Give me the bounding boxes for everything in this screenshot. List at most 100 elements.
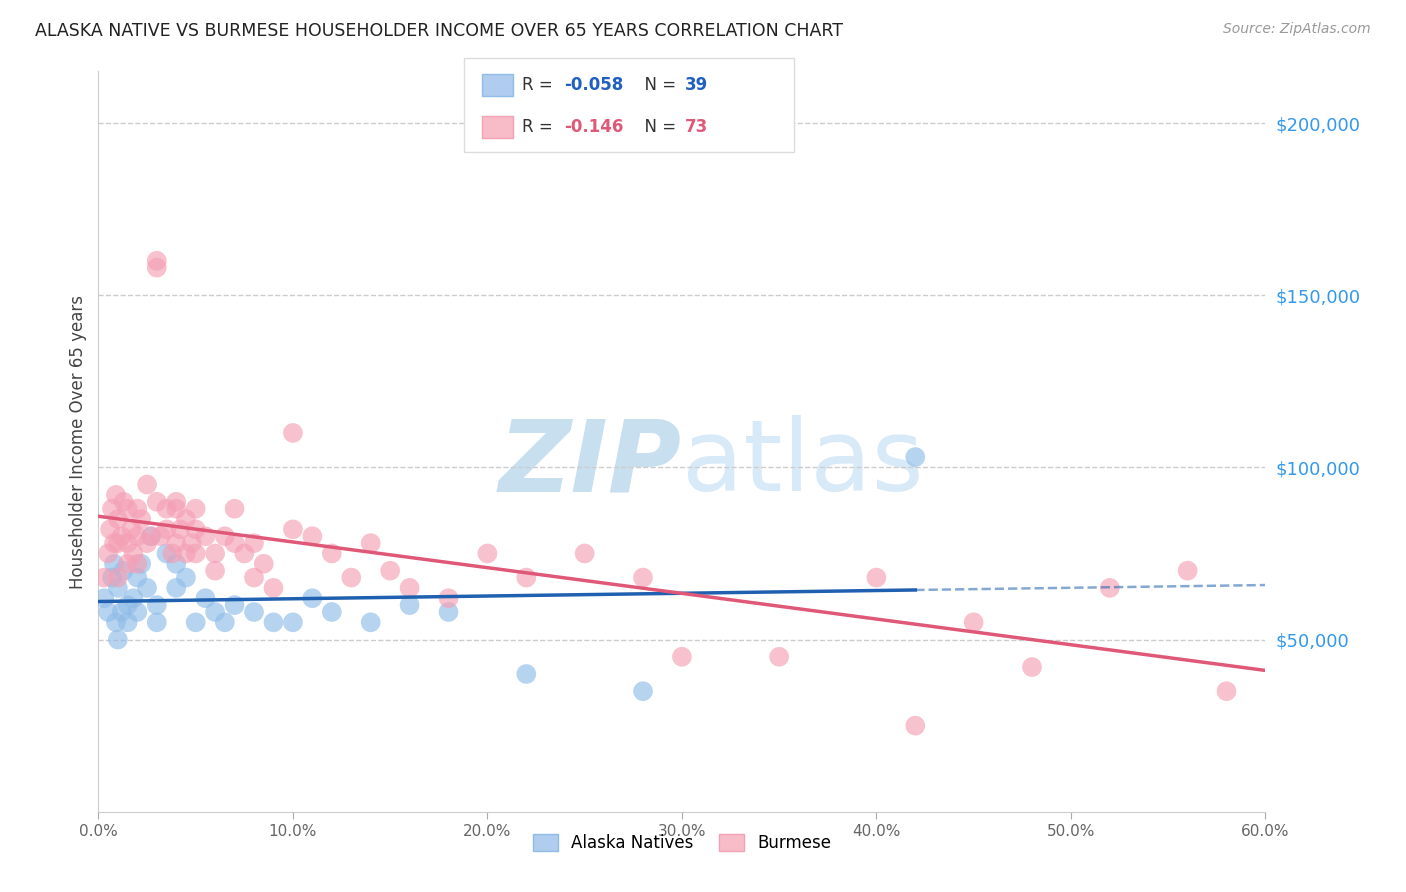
Point bbox=[477, 546, 499, 560]
Point bbox=[127, 605, 149, 619]
Point bbox=[631, 570, 654, 584]
Point bbox=[262, 615, 284, 630]
Point bbox=[174, 570, 197, 584]
Point bbox=[340, 570, 363, 584]
Point bbox=[904, 450, 927, 464]
Point bbox=[97, 605, 120, 619]
Text: 73: 73 bbox=[685, 118, 709, 136]
Point bbox=[93, 570, 115, 584]
Point bbox=[127, 501, 149, 516]
Point bbox=[169, 522, 191, 536]
Point bbox=[204, 546, 226, 560]
Point bbox=[194, 529, 217, 543]
Point bbox=[117, 598, 139, 612]
Point bbox=[865, 570, 887, 584]
Point bbox=[127, 557, 149, 571]
Point bbox=[146, 598, 169, 612]
Point bbox=[136, 581, 159, 595]
Point bbox=[398, 598, 420, 612]
Point bbox=[104, 488, 127, 502]
Point bbox=[437, 605, 460, 619]
Point bbox=[962, 615, 984, 630]
Point bbox=[129, 512, 152, 526]
Point bbox=[281, 522, 304, 536]
Point bbox=[321, 605, 343, 619]
Point bbox=[117, 501, 139, 516]
Point bbox=[1021, 660, 1043, 674]
Text: ZIP: ZIP bbox=[499, 416, 682, 512]
Point bbox=[165, 536, 187, 550]
Point bbox=[165, 557, 187, 571]
Point bbox=[214, 529, 236, 543]
Y-axis label: Householder Income Over 65 years: Householder Income Over 65 years bbox=[69, 294, 87, 589]
Point bbox=[146, 260, 169, 275]
Point bbox=[515, 570, 537, 584]
Point bbox=[112, 495, 135, 509]
Point bbox=[146, 615, 169, 630]
Point bbox=[139, 529, 162, 543]
Point bbox=[243, 570, 266, 584]
Point bbox=[122, 546, 145, 560]
Point bbox=[117, 615, 139, 630]
Point bbox=[104, 615, 127, 630]
Text: R =: R = bbox=[522, 118, 558, 136]
Point bbox=[149, 529, 172, 543]
Point bbox=[398, 581, 420, 595]
Point bbox=[301, 591, 323, 606]
Text: N =: N = bbox=[634, 118, 682, 136]
Point bbox=[301, 529, 323, 543]
Point bbox=[117, 536, 139, 550]
Point bbox=[262, 581, 284, 595]
Point bbox=[233, 546, 256, 560]
Point bbox=[107, 570, 129, 584]
Point bbox=[253, 557, 276, 571]
Point bbox=[904, 718, 927, 732]
Point bbox=[155, 522, 177, 536]
Point bbox=[117, 557, 139, 571]
Point bbox=[224, 501, 246, 516]
Point bbox=[204, 605, 226, 619]
Point bbox=[184, 501, 207, 516]
Point bbox=[243, 536, 266, 550]
Point bbox=[184, 522, 207, 536]
Point bbox=[631, 684, 654, 698]
Point bbox=[107, 536, 129, 550]
Point bbox=[155, 546, 177, 560]
Point bbox=[768, 649, 790, 664]
Point bbox=[107, 581, 129, 595]
Text: N =: N = bbox=[634, 76, 682, 95]
Point bbox=[127, 529, 149, 543]
Point bbox=[127, 570, 149, 584]
Legend: Alaska Natives, Burmese: Alaska Natives, Burmese bbox=[526, 828, 838, 859]
Point bbox=[174, 546, 197, 560]
Text: 39: 39 bbox=[685, 76, 709, 95]
Point bbox=[111, 605, 134, 619]
Text: -0.058: -0.058 bbox=[564, 76, 623, 95]
Point bbox=[180, 536, 202, 550]
Point bbox=[129, 557, 152, 571]
Point bbox=[122, 591, 145, 606]
Point bbox=[1177, 564, 1199, 578]
Point bbox=[321, 546, 343, 560]
Point bbox=[243, 605, 266, 619]
Point bbox=[103, 557, 125, 571]
Point bbox=[97, 546, 120, 560]
Text: -0.146: -0.146 bbox=[564, 118, 623, 136]
Point bbox=[165, 501, 187, 516]
Point bbox=[121, 522, 143, 536]
Point bbox=[146, 253, 169, 268]
Point bbox=[101, 501, 124, 516]
Point bbox=[214, 615, 236, 630]
Point bbox=[360, 615, 382, 630]
Text: atlas: atlas bbox=[682, 416, 924, 512]
Point bbox=[101, 570, 124, 584]
Point bbox=[574, 546, 596, 560]
Point bbox=[1098, 581, 1121, 595]
Point bbox=[174, 512, 197, 526]
Text: Source: ZipAtlas.com: Source: ZipAtlas.com bbox=[1223, 22, 1371, 37]
Point bbox=[360, 536, 382, 550]
Point bbox=[204, 564, 226, 578]
Point bbox=[107, 632, 129, 647]
Point bbox=[184, 546, 207, 560]
Point bbox=[437, 591, 460, 606]
